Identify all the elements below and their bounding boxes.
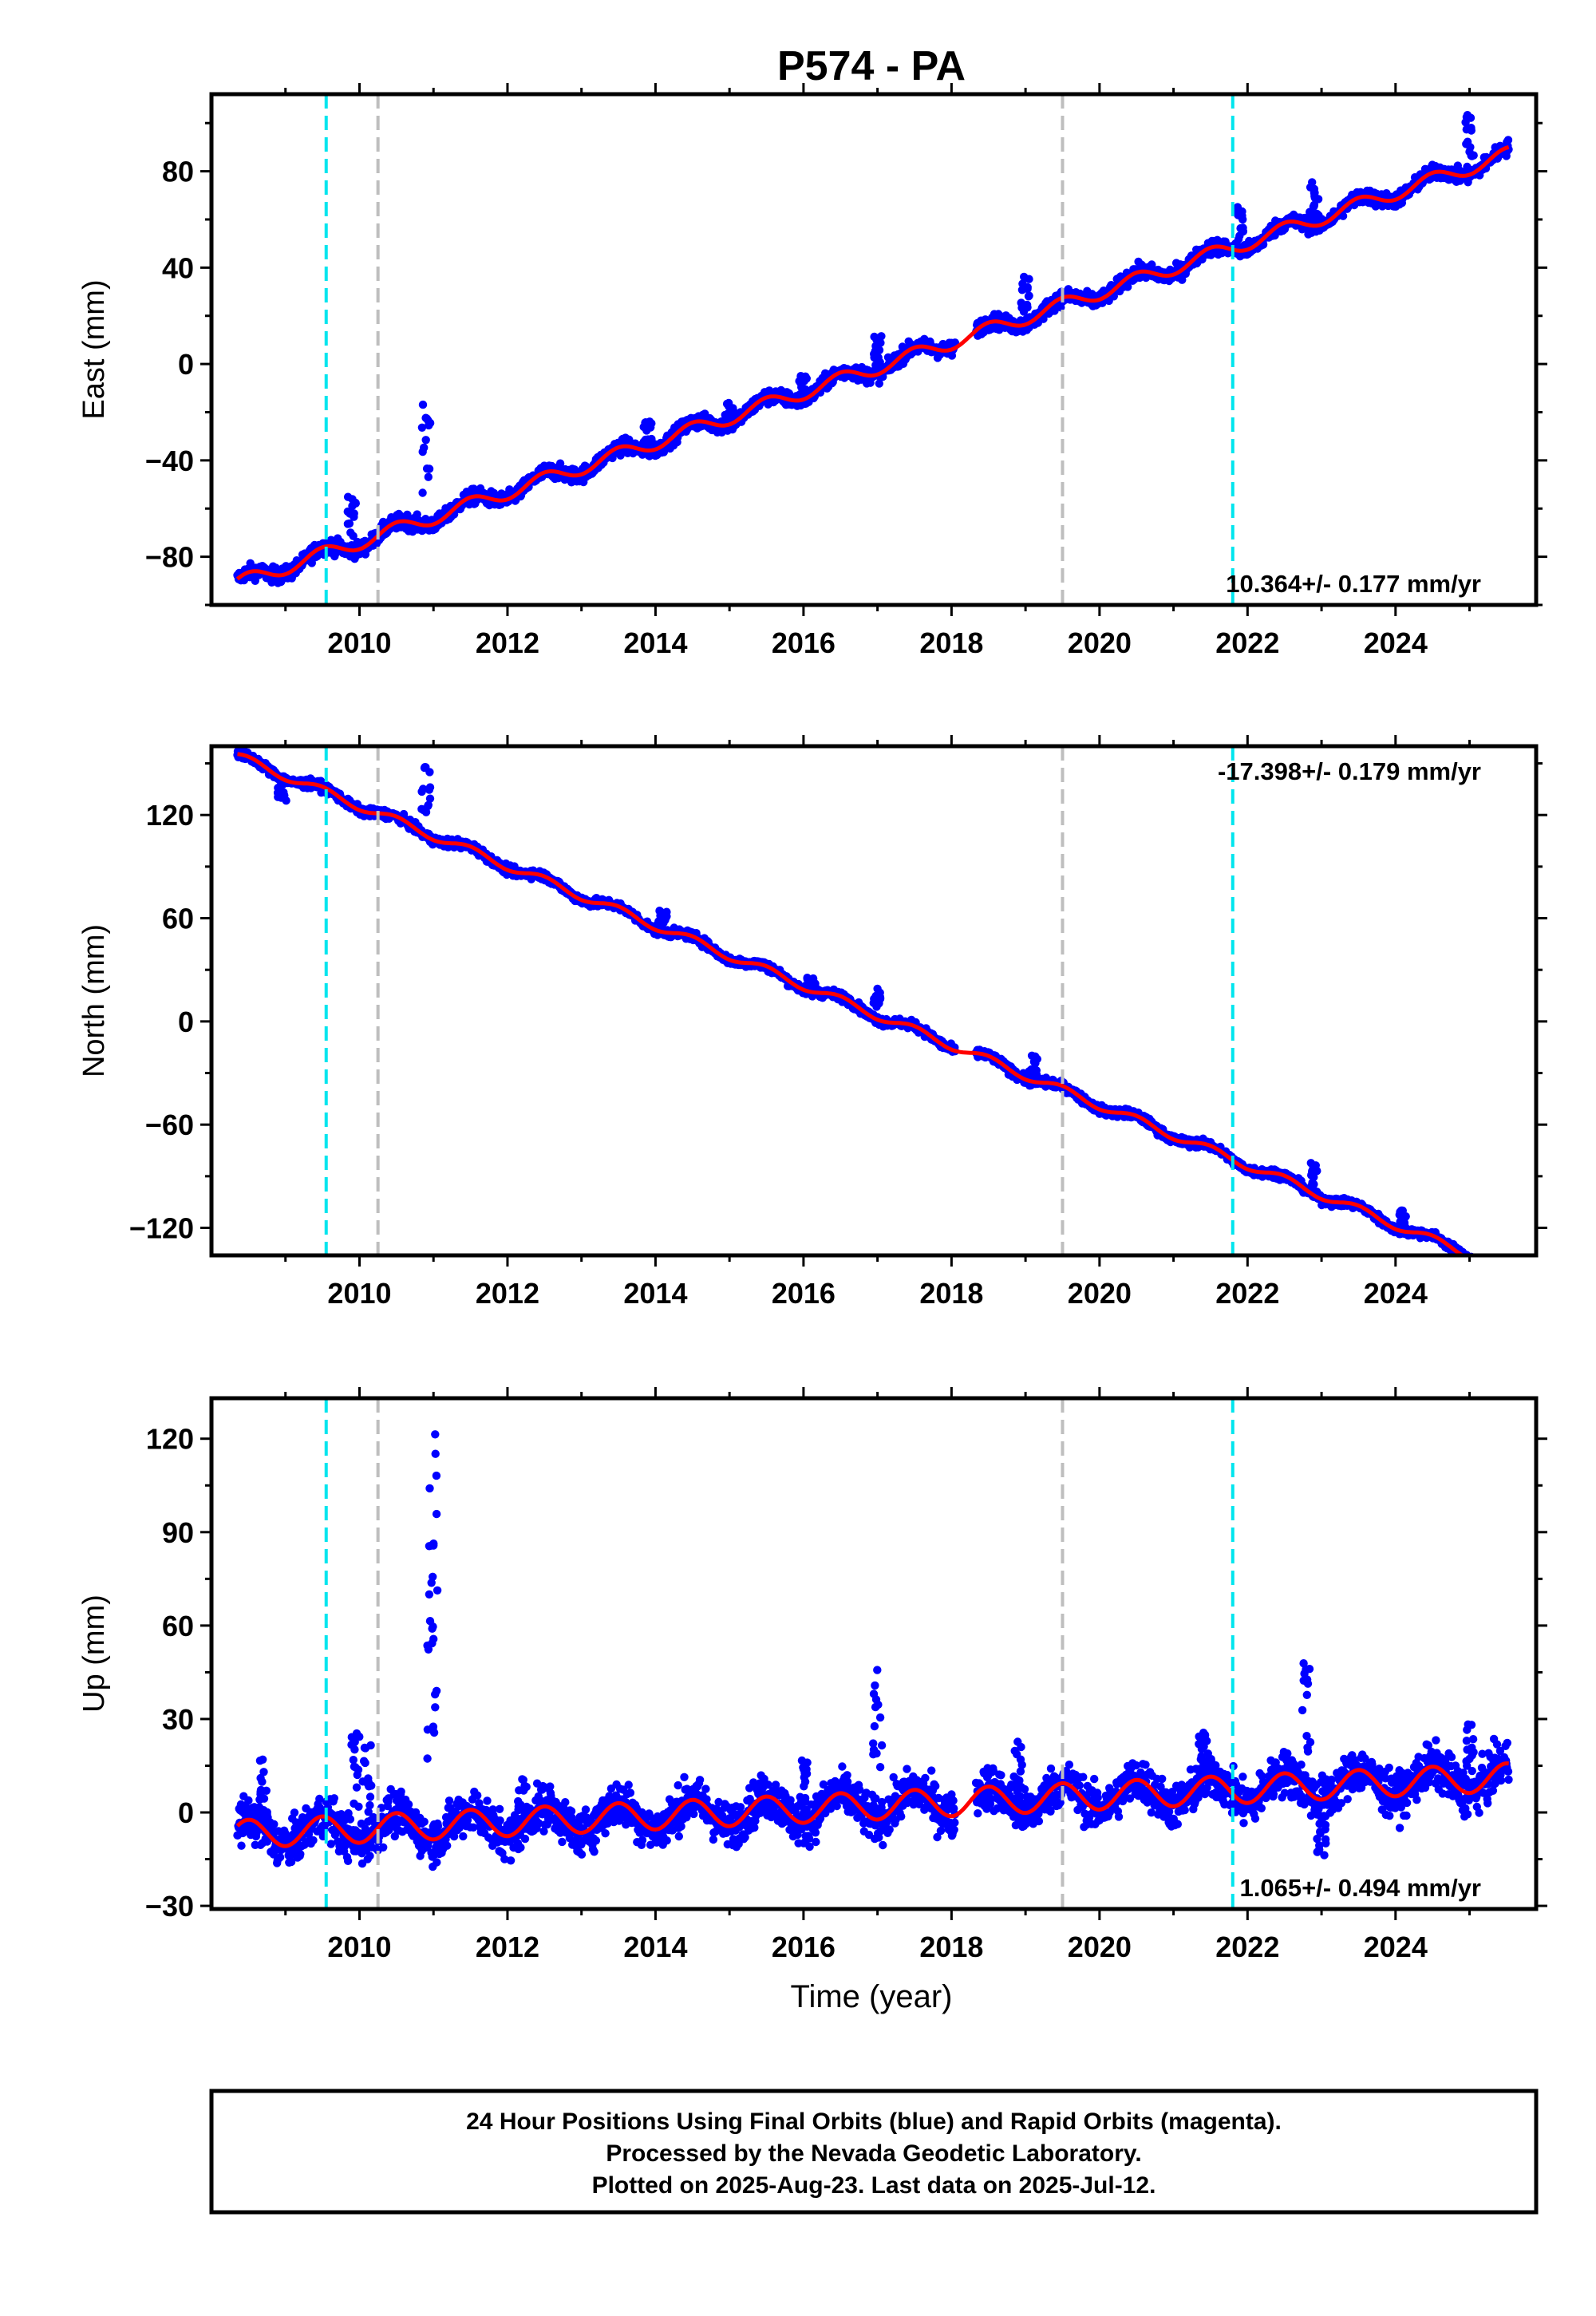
east-outlier-point — [1235, 231, 1244, 240]
north-panel: 2010 2012 2014 2016 2018 2020 2022 2024120600−6… — [77, 735, 1547, 1310]
east-outlier-point — [422, 464, 432, 473]
east-outlier-point — [417, 423, 427, 432]
east-outlier-point — [874, 353, 883, 362]
east-x-tick-label: 2024 — [1364, 626, 1428, 659]
east-outlier-point — [1023, 284, 1032, 294]
east-point — [1178, 275, 1187, 284]
east-outlier-point — [721, 415, 730, 425]
east-outlier-point — [642, 426, 651, 435]
east-outlier-point — [1235, 207, 1244, 216]
east-x-tick-label: 2014 — [623, 626, 687, 659]
east-outlier-point — [348, 501, 357, 511]
east-outlier-point — [876, 338, 885, 347]
east-outlier-point — [1462, 113, 1472, 121]
east-outlier-point — [420, 443, 429, 453]
east-outlier-point — [800, 385, 809, 394]
east-point — [875, 379, 884, 388]
east-outlier-point — [424, 472, 433, 481]
east-x-tick-label: 2020 — [1068, 626, 1132, 659]
east-outlier-point — [418, 488, 427, 497]
east-y-tick-label: 80 — [162, 156, 194, 188]
east-y-tick-label: 0 — [178, 348, 194, 381]
east-outlier-point — [1314, 195, 1323, 204]
east-y-tick-label: −40 — [145, 445, 194, 477]
east-outlier-point — [1025, 275, 1033, 283]
east-x-tick-label: 2010 — [327, 626, 391, 659]
east-outlier-point — [796, 378, 805, 388]
east-outlier-point — [425, 418, 435, 428]
east-point — [1338, 211, 1348, 220]
east-y-tick-label: −80 — [145, 541, 194, 574]
east-outlier-point — [1465, 148, 1474, 156]
east-frame — [209, 92, 1539, 607]
east-outlier-point — [1310, 200, 1319, 209]
east-outlier-point — [421, 436, 430, 445]
east-point — [1503, 136, 1513, 144]
east-outlier-point — [802, 374, 811, 383]
east-outlier-point — [346, 509, 354, 518]
east-point — [1124, 283, 1132, 291]
east-panel: 2010 2012 2014 2016 2018 2020 2022 2024 80 40 0 −40… — [77, 83, 1547, 659]
east-outlier-point — [1467, 126, 1476, 135]
east-rate-annotation: 10.364+/- 0.177 mm/yr — [1226, 570, 1481, 598]
east-outlier-point — [1310, 210, 1318, 219]
east-outlier-point — [343, 520, 353, 528]
east-outlier-point — [871, 346, 880, 355]
east-x-tick-label: 2012 — [476, 626, 539, 659]
east-outlier-point — [349, 532, 358, 540]
east-x-tick-label: 2018 — [919, 626, 983, 659]
east-x-tick-label: 2016 — [772, 626, 836, 659]
east-x-tick-label: 2022 — [1215, 626, 1279, 659]
east-outlier-point — [1310, 184, 1319, 193]
east-point — [1050, 306, 1059, 315]
east-y-tick-label: 40 — [162, 251, 194, 284]
east-point — [403, 510, 412, 520]
east-outlier-point — [647, 434, 656, 444]
east-model-fit-line — [235, 144, 1510, 581]
east-point — [555, 459, 565, 468]
east-outlier-point — [647, 419, 656, 428]
east-outlier-point — [1022, 300, 1032, 310]
east-outlier-point — [724, 401, 733, 411]
east-outlier-point — [418, 400, 428, 409]
east-y-axis-label: East (mm) — [77, 279, 111, 419]
east-outlier-point — [1024, 292, 1033, 301]
east-point — [1039, 314, 1048, 323]
chart-title: P574 - PA — [777, 43, 966, 89]
